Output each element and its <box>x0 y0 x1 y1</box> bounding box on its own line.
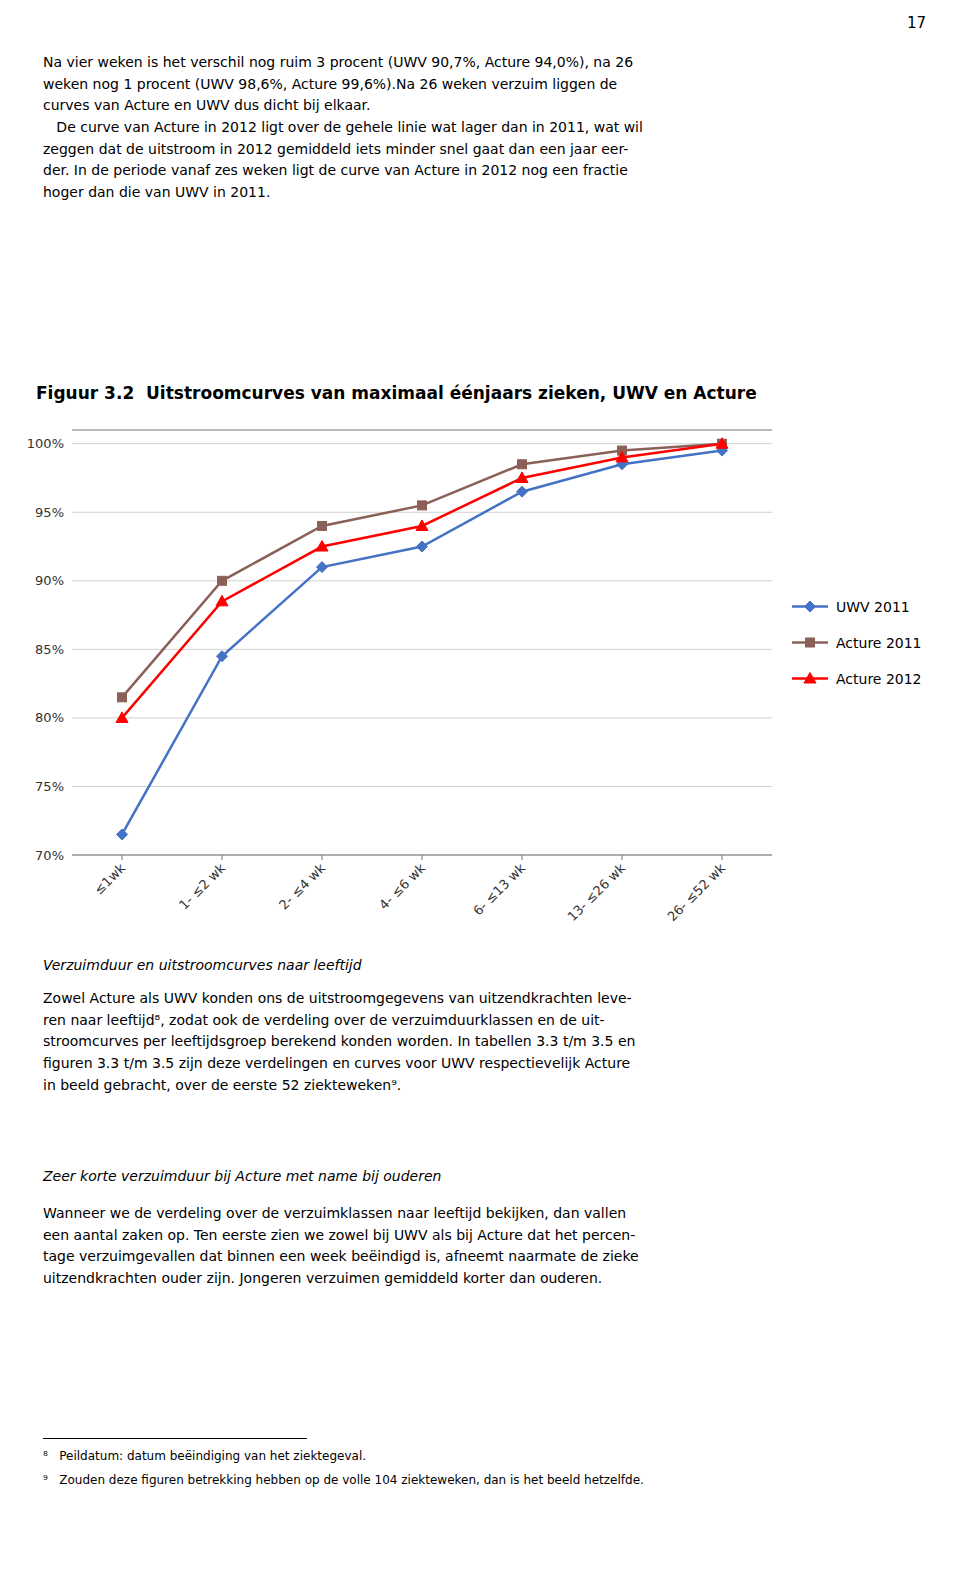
x-tick <box>122 855 123 860</box>
data-point <box>216 595 228 606</box>
series-line <box>122 444 722 698</box>
x-tick <box>322 855 323 860</box>
data-point <box>118 693 127 702</box>
grid-line <box>72 786 772 787</box>
data-point <box>116 712 128 723</box>
data-point <box>716 438 728 449</box>
x-tick-label: 13- ≤26 wk <box>564 860 628 924</box>
x-tick-label: 26- ≤52 wk <box>664 860 728 924</box>
data-point <box>117 829 128 840</box>
y-tick-label: 100% <box>27 436 64 451</box>
x-tick <box>622 855 623 860</box>
legend-label: Acture 2012 <box>836 671 922 687</box>
grid-line <box>72 512 772 513</box>
x-tick-label: 4- ≤6 wk <box>376 860 428 912</box>
x-tick-label: ≤1wk <box>91 860 128 897</box>
legend-marker <box>806 638 815 647</box>
paragraph: Na vier weken is het verschil nog ruim 3… <box>43 52 643 204</box>
x-tick-label: 6- ≤13 wk <box>470 860 528 918</box>
paragraph: Zowel Acture als UWV konden ons de uitst… <box>43 988 635 1096</box>
grid-line <box>72 580 772 581</box>
y-tick-label: 85% <box>35 642 64 657</box>
section-title: Zeer korte verzuimduur bij Acture met na… <box>43 1166 441 1188</box>
chart: 70% 75% 80% 85% 90% 95% 100% ≤1wk 1- ≤2 wk 2- ≤4 … <box>0 410 960 950</box>
y-tick-label: 90% <box>35 573 64 588</box>
data-point <box>317 562 328 573</box>
legend-marker <box>805 601 816 612</box>
data-point <box>316 541 328 552</box>
series-line <box>122 451 722 835</box>
footnote: ⁸ Peildatum: datum beëindiging van het z… <box>43 1448 366 1465</box>
series-line <box>122 444 722 718</box>
x-tick <box>422 855 423 860</box>
plot-area <box>116 438 728 840</box>
y-tick-label: 70% <box>35 848 64 863</box>
plot-top-line <box>72 430 772 431</box>
footnote-separator <box>43 1438 307 1439</box>
grid-line <box>72 443 772 444</box>
legend-label: UWV 2011 <box>836 599 910 615</box>
data-point <box>518 460 527 469</box>
legend-marker <box>804 673 816 684</box>
x-tick <box>222 855 223 860</box>
x-tick <box>522 855 523 860</box>
data-point <box>218 576 227 585</box>
page-number: 17 <box>907 12 926 35</box>
data-point <box>418 501 427 510</box>
data-point <box>318 521 327 530</box>
grid-line <box>72 717 772 718</box>
chart-title: Figuur 3.2 Uitstroomcurves van maximaal … <box>36 380 757 406</box>
data-point <box>217 651 228 662</box>
legend: UWV 2011 Acture 2011 Acture 2012 <box>792 599 922 687</box>
data-point <box>616 451 628 462</box>
data-point <box>517 486 528 497</box>
grid-line <box>72 649 772 650</box>
data-point <box>516 472 528 483</box>
paragraph: Wanneer we de verdeling over de verzuimk… <box>43 1203 639 1290</box>
x-tick-label: 1- ≤2 wk <box>176 860 228 912</box>
y-tick-label: 75% <box>35 779 64 794</box>
y-tick-label: 95% <box>35 505 64 520</box>
section-title: Verzuimduur en uitstroomcurves naar leef… <box>43 955 362 977</box>
data-point <box>416 520 428 531</box>
x-tick-label: 2- ≤4 wk <box>276 860 328 912</box>
y-tick-label: 80% <box>35 710 64 725</box>
legend-label: Acture 2011 <box>836 635 922 651</box>
footnote: ⁹ Zouden deze figuren betrekking hebben … <box>43 1472 644 1489</box>
x-tick <box>722 855 723 860</box>
data-point <box>417 541 428 552</box>
